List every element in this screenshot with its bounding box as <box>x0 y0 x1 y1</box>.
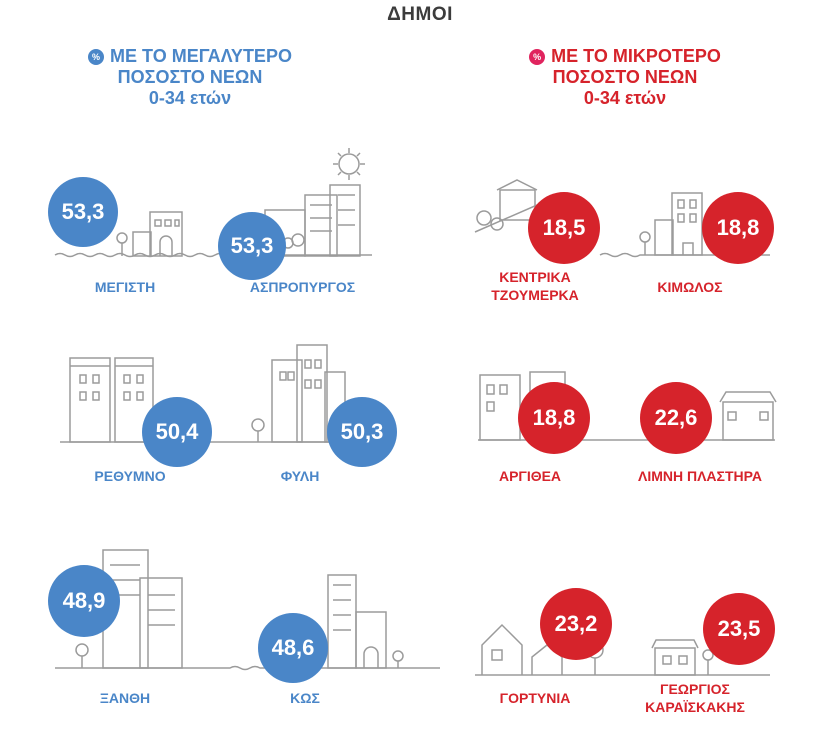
label-rethymno: ΡΕΘΥΜΝΟ <box>94 468 166 484</box>
value-bubble-limni-plastira: 22,6 <box>640 382 712 454</box>
label-aspropyrgos: ΑΣΠΡΟΠΥΡΓΟΣ <box>249 279 356 295</box>
label-line-1: ΓΕΩΡΓΙΟΣ <box>660 681 730 697</box>
value-bubble-gortynia: 23,2 <box>540 588 612 660</box>
label-line-2: ΚΑΡΑΪΣΚΑΚΗΣ <box>645 699 745 715</box>
value-bubble-xanthi: 48,9 <box>48 565 120 637</box>
value-bubble-fyli: 50,3 <box>327 397 397 467</box>
label-georgios-karaiskakis: ΓΕΩΡΓΙΟΣ ΚΑΡΑΪΣΚΑΚΗΣ <box>620 680 770 716</box>
lowest-header-line-3: 0-34 ετών <box>583 88 667 108</box>
highest-header-line-1: ΜΕ ΤΟ ΜΕΓΑΛΥΤΕΡΟ <box>110 46 292 66</box>
label-gortynia: ΓΟΡΤΥΝΙΑ <box>499 690 571 706</box>
value-bubble-argithea: 18,8 <box>518 382 590 454</box>
value-bubble-megisti: 53,3 <box>48 177 118 247</box>
percent-icon: % <box>529 49 546 65</box>
label-kos: ΚΩΣ <box>290 690 320 706</box>
value-bubble-aspropyrgos: 53,3 <box>218 212 286 280</box>
percent-icon: % <box>88 49 105 65</box>
label-line-1: ΚΕΝΤΡΙΚΑ <box>499 269 571 285</box>
label-fyli: ΦΥΛΗ <box>280 468 320 484</box>
label-limni-plastira: ΛΙΜΝΗ ΠΛΑΣΤΗΡΑ <box>637 468 763 484</box>
label-xanthi: ΞΑΝΘΗ <box>99 690 151 706</box>
value-bubble-rethymno: 50,4 <box>142 397 212 467</box>
value-bubble-georgios-karaiskakis: 23,5 <box>703 593 775 665</box>
label-megisti: ΜΕΓΙΣΤΗ <box>94 279 156 295</box>
value-bubble-kimolos: 18,8 <box>702 192 774 264</box>
label-argithea: ΑΡΓΙΘΕΑ <box>498 468 562 484</box>
lowest-header-line-2: ΠΟΣΟΣΤΟ ΝΕΩΝ <box>552 67 698 87</box>
highest-header-line-2: ΠΟΣΟΣΤΟ ΝΕΩΝ <box>117 67 263 87</box>
label-line-2: ΤΖΟΥΜΕΡΚΑ <box>491 287 579 303</box>
highest-share-header: % ΜΕ ΤΟ ΜΕΓΑΛΥΤΕΡΟ ΠΟΣΟΣΤΟ ΝΕΩΝ 0-34 ετών <box>40 46 340 109</box>
label-kentrika-tzoumerka: ΚΕΝΤΡΙΚΑ ΤΖΟΥΜΕΡΚΑ <box>460 268 610 304</box>
page-title: ΔΗΜΟΙ <box>387 4 453 25</box>
lowest-share-header: % ΜΕ ΤΟ ΜΙΚΡΟΤΕΡΟ ΠΟΣΟΣΤΟ ΝΕΩΝ 0-34 ετών <box>460 46 790 109</box>
value-bubble-kentrika-tzoumerka: 18,5 <box>528 192 600 264</box>
lowest-header-line-1: ΜΕ ΤΟ ΜΙΚΡΟΤΕΡΟ <box>551 46 721 66</box>
highest-header-line-3: 0-34 ετών <box>148 88 232 108</box>
label-kimolos: ΚΙΜΩΛΟΣ <box>657 279 723 295</box>
value-bubble-kos: 48,6 <box>258 613 328 683</box>
